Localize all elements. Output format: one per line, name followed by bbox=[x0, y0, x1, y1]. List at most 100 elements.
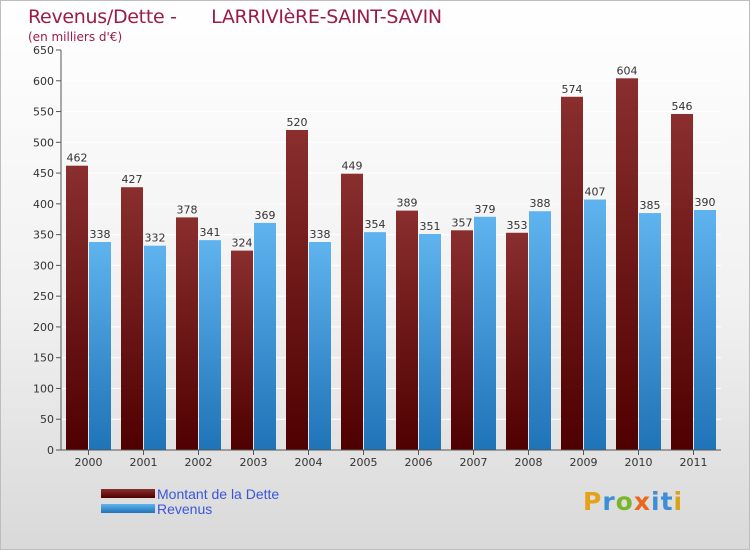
x-tick-label: 2001 bbox=[130, 456, 158, 469]
logo-letter: i bbox=[673, 487, 684, 516]
y-tick-label: 450 bbox=[33, 167, 54, 180]
data-label-revenus-2003: 369 bbox=[255, 209, 276, 222]
y-tick-label: 550 bbox=[33, 106, 54, 119]
data-label-dette-2001: 427 bbox=[122, 173, 143, 186]
logo-letter: x bbox=[633, 487, 651, 516]
x-tick-label: 2002 bbox=[185, 456, 213, 469]
data-label-revenus-2011: 390 bbox=[695, 196, 716, 209]
data-label-revenus-2001: 332 bbox=[145, 232, 166, 245]
data-label-revenus-2006: 351 bbox=[420, 220, 441, 233]
bar-revenus-2005 bbox=[364, 232, 386, 450]
y-tick-label: 500 bbox=[33, 136, 54, 149]
data-label-revenus-2007: 379 bbox=[475, 203, 496, 216]
bar-revenus-2011 bbox=[694, 210, 716, 450]
legend-item-revenus: Revenus bbox=[101, 500, 279, 517]
legend-swatch-revenus bbox=[101, 504, 155, 513]
bar-dette-2000 bbox=[66, 165, 88, 450]
logo-letter: P bbox=[583, 487, 603, 516]
y-tick-label: 200 bbox=[33, 321, 54, 334]
bar-revenus-2008 bbox=[529, 211, 551, 450]
bars bbox=[66, 78, 716, 451]
data-label-dette-2002: 378 bbox=[177, 203, 198, 216]
y-tick-label: 350 bbox=[33, 229, 54, 242]
bar-revenus-2003 bbox=[254, 222, 276, 450]
y-tick-label: 650 bbox=[33, 44, 54, 57]
bar-dette-2003 bbox=[231, 250, 253, 450]
data-label-dette-2000: 462 bbox=[67, 152, 88, 165]
commune-name: LARRIVIèRE-SAINT-SAVIN bbox=[211, 6, 442, 28]
data-label-revenus-2008: 388 bbox=[530, 197, 551, 210]
x-tick-label: 2009 bbox=[570, 456, 598, 469]
y-axis: 0 50 100 150 200 250 300 350 400 450 500 550 600 650 bbox=[33, 44, 62, 457]
x-tick-label: 2008 bbox=[515, 456, 543, 469]
bar-dette-2010 bbox=[616, 78, 638, 451]
x-tick-label: 2011 bbox=[680, 456, 708, 469]
y-tick-label: 50 bbox=[40, 413, 54, 426]
x-axis: 2000 2001 2002 2003 2004 2005 2006 2007 2008 2009… bbox=[61, 449, 721, 469]
y-tick-label: 100 bbox=[33, 382, 54, 395]
bar-revenus-2006 bbox=[419, 234, 441, 450]
data-label-dette-2003: 324 bbox=[232, 237, 253, 250]
x-tick-label: 2006 bbox=[405, 456, 433, 469]
y-tick-label: 250 bbox=[33, 290, 54, 303]
bar-revenus-2002 bbox=[199, 240, 221, 450]
data-label-dette-2004: 520 bbox=[287, 116, 308, 129]
bar-dette-2002 bbox=[176, 217, 198, 450]
logo-letter: r bbox=[602, 487, 616, 516]
data-label-dette-2008: 353 bbox=[507, 219, 528, 232]
title-prefix: Revenus/Dette - bbox=[28, 6, 183, 28]
bar-dette-2001 bbox=[121, 187, 143, 450]
data-label-revenus-2005: 354 bbox=[365, 218, 386, 231]
data-label-revenus-2009: 407 bbox=[585, 186, 606, 199]
data-label-dette-2009: 574 bbox=[562, 83, 583, 96]
data-label-revenus-2010: 385 bbox=[640, 199, 661, 212]
y-tick-label: 400 bbox=[33, 198, 54, 211]
data-label-dette-2010: 604 bbox=[617, 64, 638, 77]
bar-dette-2009 bbox=[561, 96, 583, 451]
proxiti-logo: Proxiti bbox=[583, 487, 683, 516]
bar-dette-2006 bbox=[396, 210, 418, 450]
x-tick-label: 2010 bbox=[625, 456, 653, 469]
x-tick-label: 2003 bbox=[240, 456, 268, 469]
bar-revenus-2001 bbox=[144, 245, 166, 450]
gridlines bbox=[61, 49, 721, 420]
bar-dette-2005 bbox=[341, 173, 363, 450]
y-tick-label: 600 bbox=[33, 75, 54, 88]
x-tick-label: 2007 bbox=[460, 456, 488, 469]
legend-label-dette: Montant de la Dette bbox=[157, 485, 280, 502]
data-labels: 4623384273323783413243695203384493543893… bbox=[67, 64, 716, 249]
bar-revenus-2010 bbox=[639, 213, 661, 450]
logo-letter: i bbox=[651, 487, 661, 516]
x-tick-label: 2004 bbox=[295, 456, 323, 469]
bar-dette-2008 bbox=[506, 232, 528, 450]
data-label-revenus-2002: 341 bbox=[200, 226, 221, 239]
data-label-revenus-2004: 338 bbox=[310, 228, 331, 241]
data-label-revenus-2000: 338 bbox=[90, 228, 111, 241]
bar-dette-2004 bbox=[286, 130, 308, 450]
data-label-dette-2007: 357 bbox=[452, 216, 473, 229]
bar-revenus-2004 bbox=[309, 242, 331, 450]
bar-revenus-2007 bbox=[474, 216, 496, 450]
bar-dette-2011 bbox=[671, 114, 693, 450]
logo-letter: t bbox=[660, 487, 674, 516]
data-label-dette-2006: 389 bbox=[397, 197, 418, 210]
legend: Montant de la Dette Revenus bbox=[101, 485, 280, 517]
chart-title: Revenus/Dette - LARRIVIèRE-SAINT-SAVIN bbox=[28, 6, 442, 28]
y-tick-label: 150 bbox=[33, 352, 54, 365]
x-tick-label: 2000 bbox=[75, 456, 103, 469]
bar-revenus-2009 bbox=[584, 199, 606, 450]
legend-label-revenus: Revenus bbox=[157, 500, 213, 517]
x-tick-label: 2005 bbox=[350, 456, 378, 469]
data-label-dette-2011: 546 bbox=[672, 100, 693, 113]
legend-item-dette: Montant de la Dette bbox=[101, 485, 280, 502]
bar-dette-2007 bbox=[451, 230, 473, 450]
y-tick-label: 0 bbox=[47, 444, 54, 457]
legend-swatch-dette bbox=[101, 489, 155, 498]
logo-letter: o bbox=[615, 487, 634, 516]
y-tick-label: 300 bbox=[33, 259, 54, 272]
bar-revenus-2000 bbox=[89, 242, 111, 450]
units-subtitle: (en milliers d'€) bbox=[28, 30, 123, 44]
data-label-dette-2005: 449 bbox=[342, 160, 363, 173]
